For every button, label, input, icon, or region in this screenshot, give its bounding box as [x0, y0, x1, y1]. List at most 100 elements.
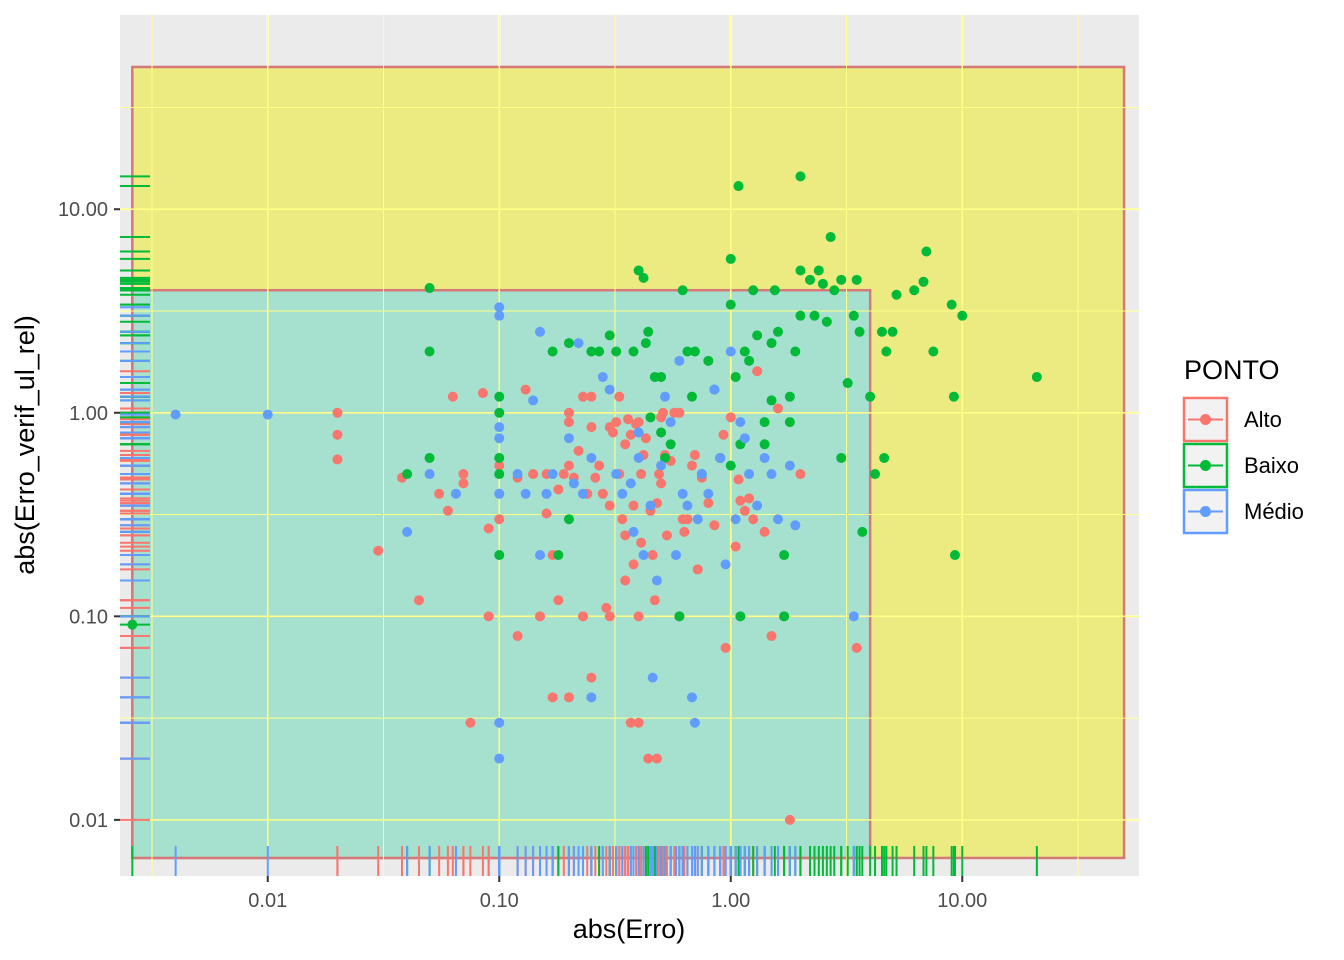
- data-point-alto: [730, 541, 741, 552]
- data-point-alto: [720, 642, 731, 653]
- region-inner: [131, 288, 872, 860]
- data-point-alto: [483, 523, 494, 534]
- legend-key-point: [1200, 506, 1211, 517]
- data-point-baixo: [909, 285, 920, 296]
- data-point-baixo: [665, 439, 676, 450]
- data-point-alto: [512, 631, 523, 642]
- data-point-alto: [633, 417, 644, 428]
- data-point-alto: [477, 388, 488, 399]
- data-point-médio: [656, 460, 667, 471]
- legend: PONTO Alto Baixo Médio: [1182, 355, 1304, 535]
- data-point-alto: [633, 717, 644, 728]
- data-point-baixo: [779, 550, 790, 561]
- data-point-baixo: [686, 391, 697, 402]
- data-point-médio: [790, 520, 801, 531]
- data-point-médio: [568, 478, 579, 489]
- data-point-médio: [739, 433, 750, 444]
- data-point-médio: [686, 692, 697, 703]
- data-point-alto: [578, 611, 589, 622]
- data-point-alto: [558, 469, 569, 480]
- data-point-baixo: [779, 611, 790, 622]
- data-point-baixo: [1031, 371, 1042, 382]
- data-point-baixo: [633, 265, 644, 276]
- legend-label-alto: Alto: [1244, 407, 1282, 432]
- x-tick-label: 0.01: [248, 890, 287, 912]
- data-point-alto: [594, 460, 605, 471]
- data-point-alto: [586, 672, 597, 683]
- data-point-baixo: [735, 611, 746, 622]
- data-point-alto: [633, 611, 644, 622]
- data-point-baixo: [640, 338, 651, 349]
- x-axis-ticks: 0.01 0.10 1.00 10.00: [248, 876, 987, 912]
- data-point-baixo: [836, 452, 847, 463]
- data-point-baixo: [563, 514, 574, 525]
- data-point-médio: [262, 409, 273, 420]
- data-point-baixo: [817, 278, 828, 289]
- data-point-médio: [578, 488, 589, 499]
- data-point-médio: [638, 550, 649, 561]
- data-point-alto: [332, 454, 343, 465]
- data-point-baixo: [656, 427, 667, 438]
- data-point-alto: [434, 488, 445, 499]
- data-point-baixo: [739, 346, 750, 357]
- data-point-alto: [332, 407, 343, 418]
- data-point-baixo: [813, 265, 824, 276]
- data-point-médio: [547, 469, 558, 480]
- data-point-alto: [773, 403, 784, 414]
- data-point-médio: [677, 488, 688, 499]
- data-point-alto: [661, 530, 672, 541]
- data-point-alto: [563, 460, 574, 471]
- data-point-alto: [597, 488, 608, 499]
- data-point-alto: [483, 611, 494, 622]
- data-point-médio: [647, 672, 658, 683]
- data-point-baixo: [494, 452, 505, 463]
- data-point-alto: [718, 429, 729, 440]
- data-point-baixo: [656, 371, 667, 382]
- data-point-baixo: [842, 378, 853, 389]
- data-point-alto: [608, 427, 619, 438]
- y-tick-label: 10.00: [58, 199, 108, 221]
- data-point-alto: [636, 469, 647, 480]
- data-point-baixo: [809, 310, 820, 321]
- data-point-médio: [424, 469, 435, 480]
- data-point-alto: [658, 407, 669, 418]
- data-point-alto: [636, 537, 647, 548]
- data-point-alto: [759, 526, 770, 537]
- data-point-baixo: [766, 338, 777, 349]
- data-point-alto: [620, 530, 631, 541]
- data-point-médio: [586, 692, 597, 703]
- data-point-alto: [682, 514, 693, 525]
- data-point-alto: [458, 478, 469, 489]
- data-point-baixo: [494, 407, 505, 418]
- data-point-alto: [654, 469, 665, 480]
- data-point-alto: [739, 505, 750, 516]
- data-point-alto: [784, 814, 795, 825]
- data-point-baixo: [682, 346, 693, 357]
- data-point-baixo: [733, 181, 744, 192]
- data-point-médio: [660, 391, 671, 402]
- data-point-baixo: [769, 285, 780, 296]
- data-point-alto: [413, 595, 424, 606]
- data-point-baixo: [865, 391, 876, 402]
- data-point-alto: [643, 753, 654, 764]
- data-point-médio: [752, 500, 763, 511]
- data-point-baixo: [891, 289, 902, 300]
- data-point-alto: [553, 484, 564, 495]
- data-point-baixo: [402, 469, 413, 480]
- data-point-baixo: [494, 391, 505, 402]
- data-point-médio: [512, 469, 523, 480]
- data-point-alto: [651, 753, 662, 764]
- data-point-baixo: [759, 417, 770, 428]
- y-tick-label: 1.00: [69, 403, 108, 425]
- data-point-alto: [617, 514, 628, 525]
- data-point-alto: [640, 433, 651, 444]
- data-point-baixo: [759, 439, 770, 450]
- data-point-baixo: [829, 285, 840, 296]
- data-point-baixo: [928, 346, 939, 357]
- data-point-baixo: [790, 346, 801, 357]
- data-point-baixo: [547, 346, 558, 357]
- data-point-baixo: [674, 611, 685, 622]
- data-point-médio: [628, 526, 639, 537]
- data-point-alto: [709, 520, 720, 531]
- data-point-médio: [520, 488, 531, 499]
